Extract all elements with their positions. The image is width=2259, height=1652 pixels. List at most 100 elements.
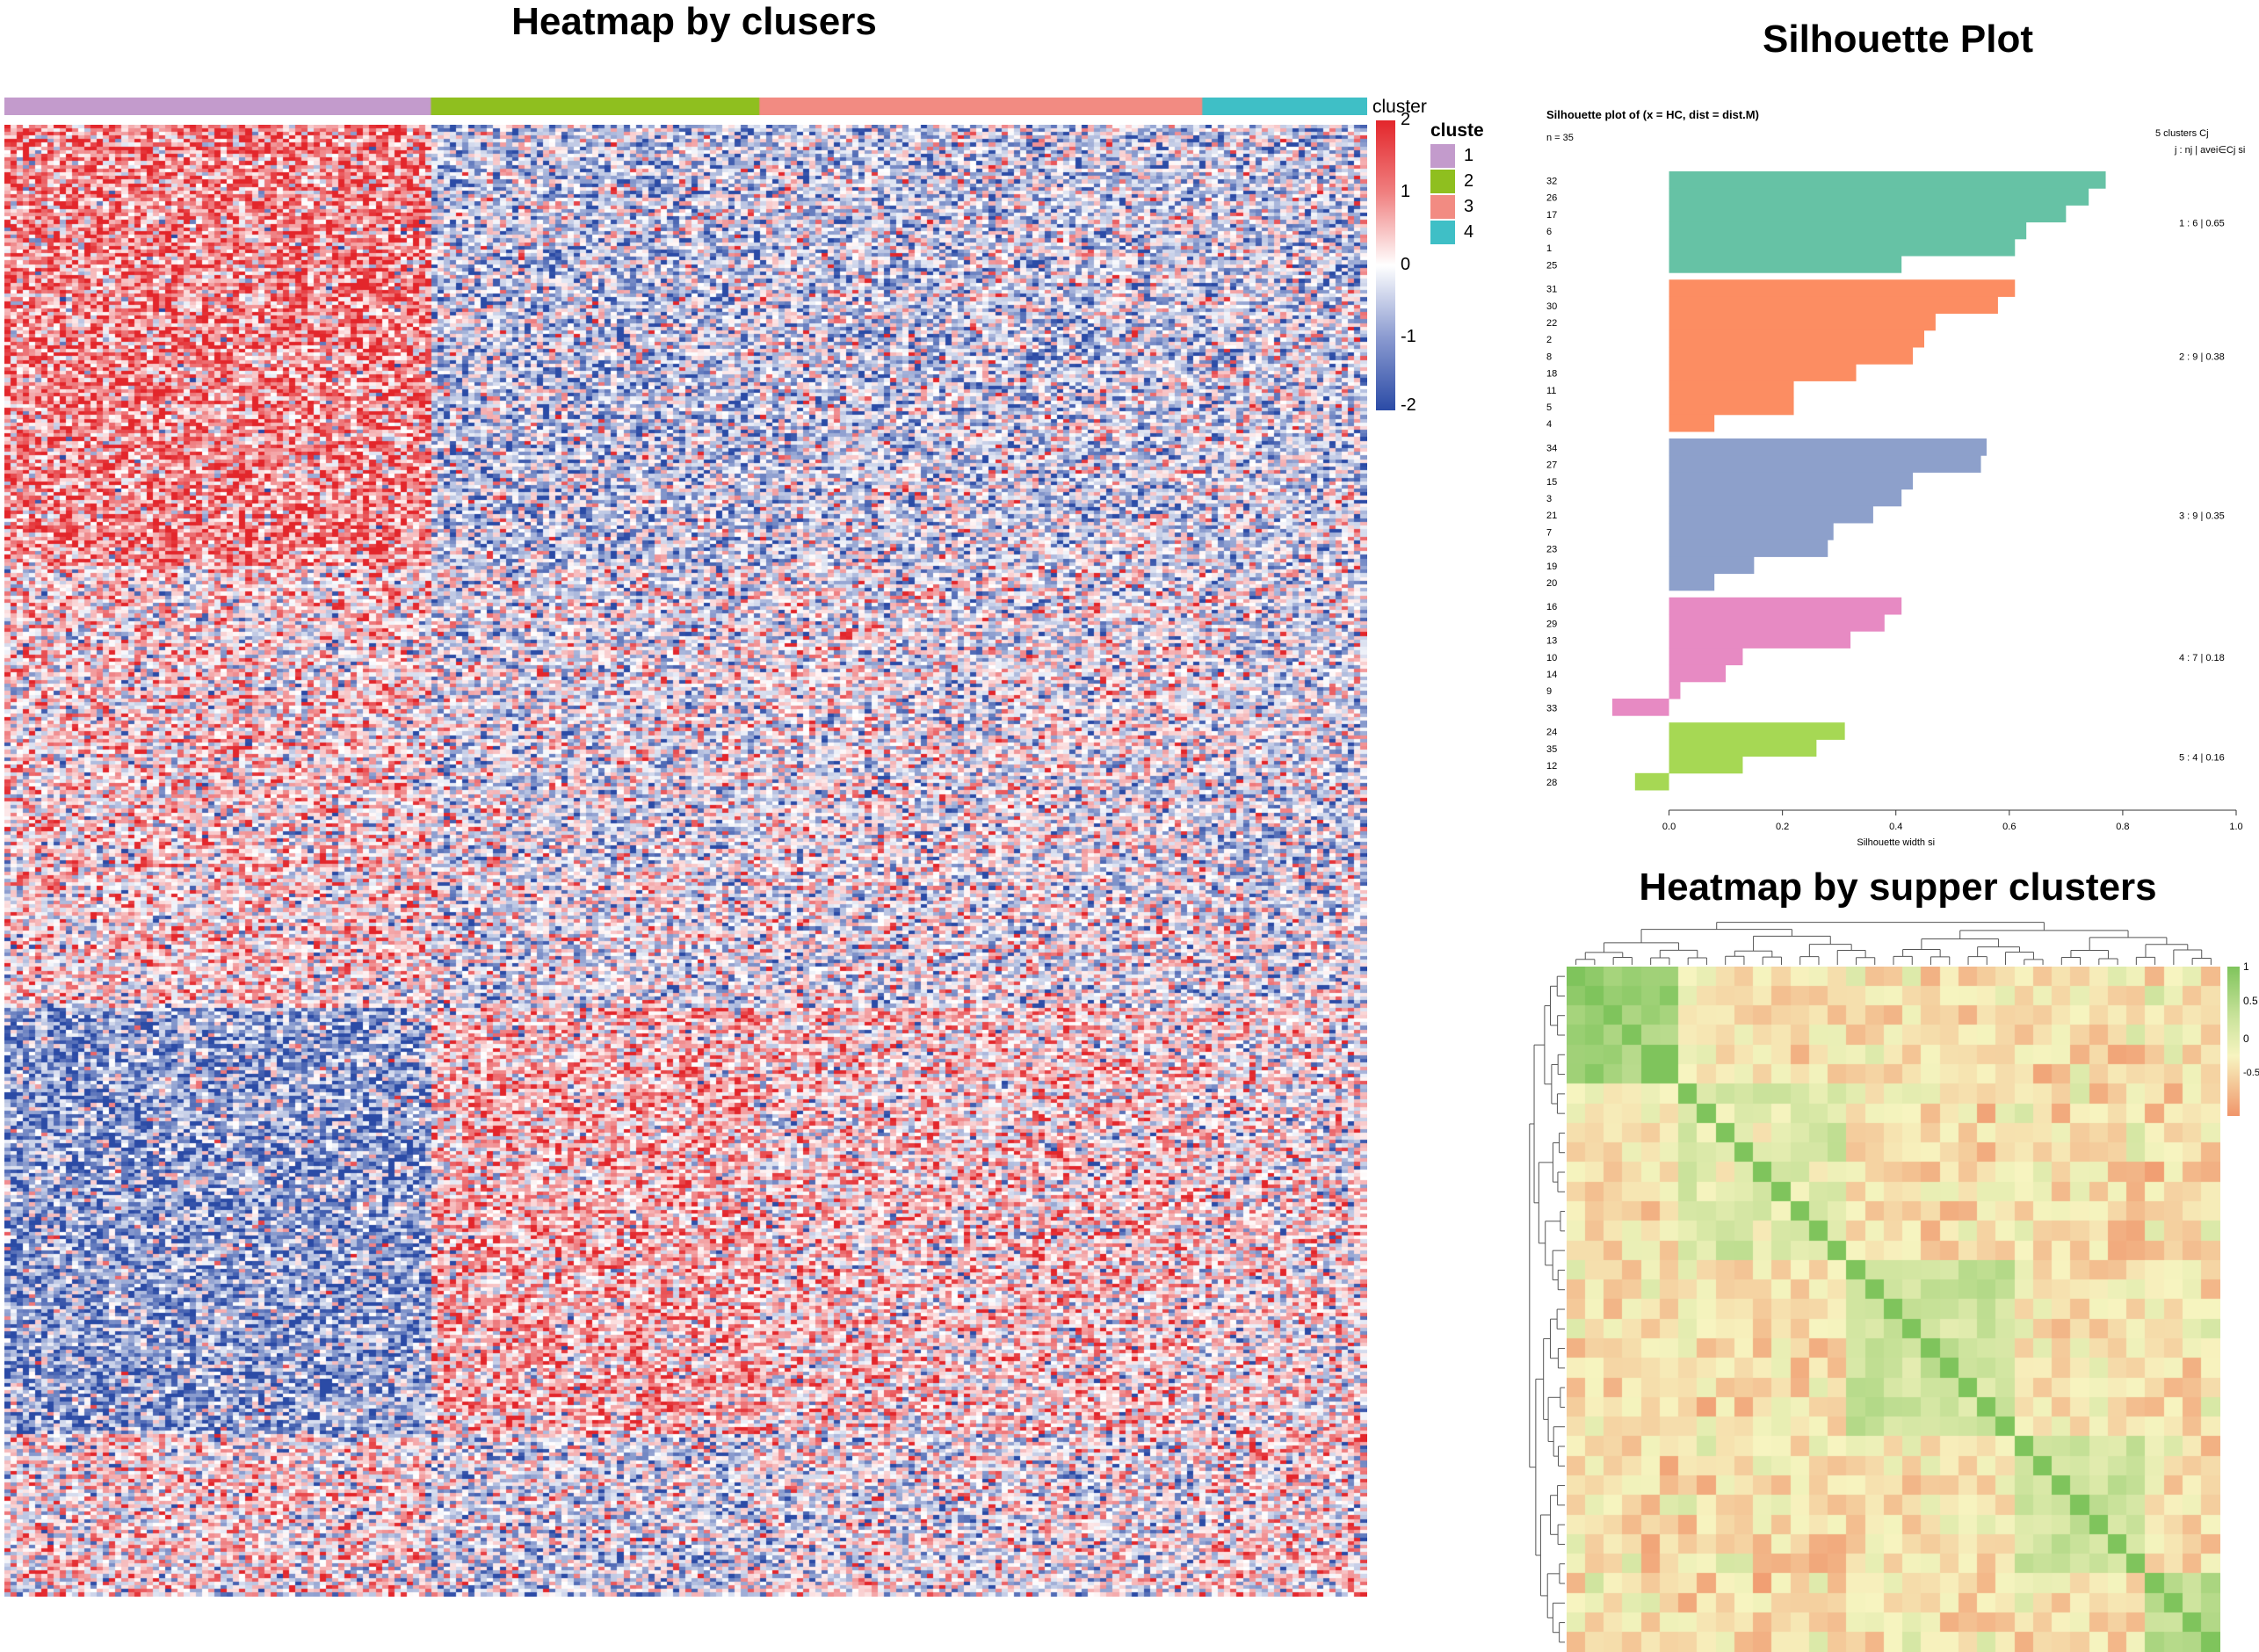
silhouette-bar bbox=[1669, 455, 1981, 473]
silhouette-obs-label: 21 bbox=[1546, 511, 1557, 521]
silhouette-bar bbox=[1669, 205, 2067, 223]
silhouette-obs-label: 19 bbox=[1546, 562, 1557, 572]
silhouette-bar bbox=[1669, 573, 1715, 591]
silhouette-obs-label: 32 bbox=[1546, 176, 1557, 186]
silhouette-obs-label: 18 bbox=[1546, 369, 1557, 380]
silhouette-bar bbox=[1669, 256, 1902, 273]
scale-tick-1: 1 bbox=[1401, 182, 1411, 201]
silhouette-obs-label: 7 bbox=[1546, 527, 1552, 538]
silhouette-bar bbox=[1669, 631, 1851, 648]
silhouette-obs-label: 35 bbox=[1546, 744, 1557, 755]
silhouette-obs-label: 24 bbox=[1546, 728, 1557, 738]
silhouette-bar bbox=[1669, 188, 2089, 206]
cluster-legend: 1 2 3 4 bbox=[1430, 143, 1473, 245]
cluster-legend-item: 4 bbox=[1430, 220, 1473, 245]
silhouette-bar bbox=[1669, 722, 1845, 740]
scale-tick-neg1: -1 bbox=[1401, 327, 1416, 346]
silhouette-bar bbox=[1669, 238, 2016, 257]
silhouette-header-right2: j : nj | avei∈Cj si bbox=[2174, 145, 2245, 156]
silhouette-x-tick-label: 0.6 bbox=[2002, 822, 2016, 832]
silhouette-bar bbox=[1669, 279, 2016, 297]
expression-color-scale bbox=[1376, 120, 1395, 410]
silhouette-bar bbox=[1669, 523, 1834, 540]
silhouette-bar bbox=[1669, 756, 1743, 774]
silhouette-bar bbox=[1669, 739, 1817, 757]
silhouette-bar bbox=[1669, 438, 1987, 456]
silhouette-obs-label: 8 bbox=[1546, 351, 1552, 362]
silhouette-cluster-label: 5 : 4 | 0.16 bbox=[2179, 753, 2225, 764]
silhouette-obs-label: 17 bbox=[1546, 210, 1557, 221]
silhouette-bar bbox=[1669, 489, 1902, 507]
silhouette-bar bbox=[1669, 614, 1885, 632]
silhouette-obs-label: 13 bbox=[1546, 636, 1557, 647]
silhouette-x-tick-label: 0.2 bbox=[1776, 822, 1789, 832]
cor-tick-1: 1 bbox=[2243, 960, 2249, 973]
silhouette-x-tick-label: 0.4 bbox=[1889, 822, 1902, 832]
silhouette-obs-label: 6 bbox=[1546, 227, 1552, 237]
silhouette-bar bbox=[1669, 364, 1857, 381]
silhouette-bar bbox=[1669, 296, 1998, 315]
silhouette-subtitle: Silhouette plot of (x = HC, dist = dist.… bbox=[1546, 108, 1759, 121]
silhouette-bar bbox=[1669, 664, 1727, 683]
silhouette-title: Silhouette Plot bbox=[1763, 18, 2033, 61]
cluster-legend-item: 3 bbox=[1430, 194, 1473, 220]
silhouette-bar bbox=[1669, 380, 1794, 399]
silhouette-obs-label: 27 bbox=[1546, 460, 1557, 471]
silhouette-obs-label: 26 bbox=[1546, 193, 1557, 204]
silhouette-x-tick-label: 0.8 bbox=[2116, 822, 2129, 832]
silhouette-bar bbox=[1669, 313, 1936, 331]
silhouette-n-label: n = 35 bbox=[1546, 133, 1574, 143]
correlation-heatmap bbox=[1567, 967, 2220, 1652]
silhouette-obs-label: 15 bbox=[1546, 477, 1557, 488]
silhouette-bar bbox=[1634, 772, 1669, 791]
silhouette-obs-label: 12 bbox=[1546, 761, 1557, 772]
supper-heatmap-title: Heatmap by supper clusters bbox=[1639, 866, 2157, 909]
silhouette-obs-label: 9 bbox=[1546, 686, 1552, 697]
cluster-legend-label: 1 bbox=[1464, 146, 1474, 165]
silhouette-obs-label: 5 bbox=[1546, 402, 1552, 413]
main-expression-heatmap bbox=[4, 125, 1367, 1597]
silhouette-bar bbox=[1669, 171, 2106, 189]
silhouette-obs-label: 1 bbox=[1546, 243, 1552, 254]
silhouette-bar bbox=[1669, 505, 1873, 524]
silhouette-bar bbox=[1669, 397, 1794, 416]
cluster-legend-title: cluste bbox=[1430, 120, 1484, 141]
silhouette-bar bbox=[1669, 221, 2027, 240]
silhouette-obs-label: 28 bbox=[1546, 778, 1557, 788]
silhouette-cluster-label: 2 : 9 | 0.38 bbox=[2179, 352, 2225, 363]
silhouette-obs-label: 30 bbox=[1546, 301, 1557, 312]
silhouette-bar bbox=[1669, 540, 1828, 557]
cluster-legend-label: 2 bbox=[1464, 171, 1474, 191]
cluster-annotation-bar bbox=[4, 98, 1367, 115]
cor-tick-neg0.5: -0.5 bbox=[2243, 1068, 2259, 1078]
silhouette-cluster-label: 4 : 7 | 0.18 bbox=[2179, 653, 2225, 663]
silhouette-obs-label: 10 bbox=[1546, 653, 1557, 663]
silhouette-obs-label: 34 bbox=[1546, 443, 1557, 453]
silhouette-bar bbox=[1669, 648, 1743, 666]
silhouette-x-tick-label: 0.0 bbox=[1662, 822, 1676, 832]
silhouette-obs-label: 33 bbox=[1546, 703, 1557, 714]
silhouette-bar bbox=[1669, 472, 1914, 490]
silhouette-obs-label: 22 bbox=[1546, 318, 1557, 329]
annotation-legend-title: cluster bbox=[1372, 97, 1427, 117]
cluster-legend-label: 3 bbox=[1464, 197, 1474, 216]
scale-tick-0: 0 bbox=[1401, 255, 1411, 274]
cluster-legend-label: 4 bbox=[1464, 222, 1474, 242]
silhouette-x-tick-label: 1.0 bbox=[2229, 822, 2242, 832]
cluster-legend-item: 1 bbox=[1430, 143, 1473, 169]
cor-tick-0: 0 bbox=[2243, 1032, 2249, 1045]
silhouette-obs-label: 25 bbox=[1546, 260, 1557, 271]
silhouette-cluster-label: 1 : 6 | 0.65 bbox=[2179, 219, 2225, 229]
silhouette-bar bbox=[1669, 597, 1902, 615]
supper-dendrogram bbox=[1529, 922, 2212, 1643]
silhouette-plot: Silhouette plot of (x = HC, dist = dist.… bbox=[1546, 108, 2245, 848]
silhouette-obs-label: 11 bbox=[1546, 386, 1556, 396]
cluster-2-swatch bbox=[1430, 170, 1455, 193]
silhouette-header-right: 5 clusters Cj bbox=[2155, 128, 2209, 139]
scale-tick-2: 2 bbox=[1401, 110, 1411, 129]
silhouette-xlabel: Silhouette width si bbox=[1857, 837, 1935, 848]
silhouette-bar bbox=[1669, 681, 1681, 699]
cluster-3-swatch bbox=[1430, 195, 1455, 219]
silhouette-bar bbox=[1669, 347, 1914, 365]
silhouette-obs-label: 3 bbox=[1546, 494, 1552, 504]
